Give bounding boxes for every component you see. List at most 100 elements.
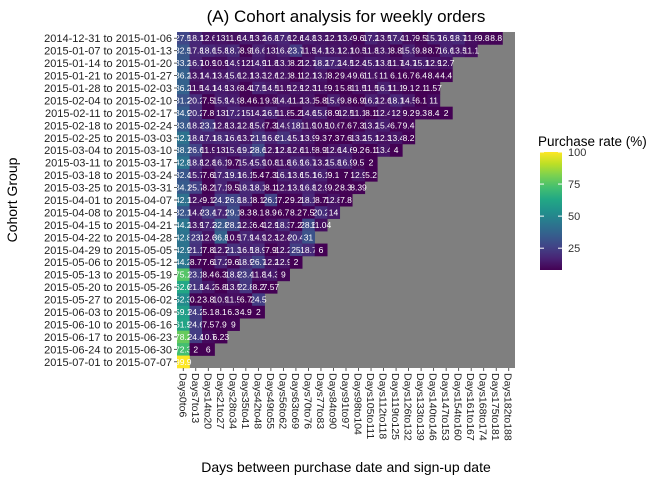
y-tick-label: 2015-06-03 to 2015-06-09 [44, 307, 172, 319]
cell-value-label: 42.7 [175, 133, 192, 143]
cell-value-label: 23.7 [288, 46, 305, 56]
heatmap-cell [377, 81, 391, 95]
heatmap-cell [327, 44, 341, 58]
y-tick-label: 2015-06-10 to 2015-06-16 [44, 319, 172, 331]
heatmap-cell [277, 94, 290, 107]
heatmap-cell [414, 32, 428, 45]
cell-value-label: 5.8 [215, 282, 227, 292]
heatmap-cell [239, 243, 253, 257]
heatmap-cell [377, 131, 391, 145]
heatmap-cell [177, 119, 190, 132]
heatmap-cell [314, 32, 328, 45]
cell-value-label: 17.8 [188, 46, 205, 56]
cell-value-label: 59.1 [175, 307, 192, 317]
cell-value-label: 13 [216, 145, 226, 155]
cell-value-label: 13.6 [225, 83, 242, 93]
cell-value-label: 11.5 [351, 83, 367, 93]
cell-value-label: 10.9 [213, 295, 230, 305]
cell-value-label: 72.3 [175, 344, 192, 354]
heatmap-cell [227, 206, 240, 219]
heatmap-cell [189, 44, 203, 58]
heatmap-cell [327, 94, 341, 107]
cell-value-label: 16.5 [238, 245, 255, 255]
heatmap-cell [302, 206, 316, 219]
cell-value-label: 26.6 [188, 145, 205, 155]
cell-value-label: 18.8 [225, 270, 242, 280]
heatmap-cell [277, 231, 290, 244]
heatmap-cell [177, 69, 190, 83]
cell-value-label: 10.5 [313, 120, 330, 130]
cell-value-label: 12.6 [200, 33, 217, 43]
y-tick-label: 2015-04-01 to 2015-04-07 [44, 195, 172, 207]
heatmap-cell [264, 193, 278, 207]
cell-value-label: 31 [304, 232, 314, 242]
heatmap-cell [314, 81, 328, 95]
cell-value-label: 13 [216, 33, 226, 43]
heatmap-cell [314, 94, 328, 107]
heatmap-cell [177, 168, 190, 182]
heatmap-cell [327, 81, 341, 95]
heatmap-cell [202, 69, 215, 83]
cell-value-label: 8.1 [252, 207, 264, 217]
heatmap-cell [439, 56, 453, 70]
heatmap-cell [214, 268, 228, 282]
heatmap-cell [227, 81, 240, 95]
cell-value-label: 11.5 [188, 83, 204, 93]
cell-value-label: 17.1 [200, 133, 217, 143]
cell-value-label: 16.6 [225, 133, 242, 143]
y-tick-label: 2015-03-11 to 2015-03-17 [45, 158, 172, 170]
cell-value-label: 6.1 [390, 71, 402, 81]
heatmap-cell [389, 44, 403, 58]
heatmap-cell [302, 231, 316, 244]
cell-value-label: 12.1 [338, 46, 355, 56]
cell-value-label: 9.3 [415, 108, 427, 118]
cell-value-label: 23.1 [200, 120, 217, 130]
x-axis-label: Days between purchase date and sign-up d… [201, 459, 491, 475]
heatmap-cell [252, 32, 265, 45]
cell-value-label: 9.2 [403, 108, 415, 118]
cell-value-label: 61.5 [175, 319, 192, 329]
cell-value-label: 7.2 [290, 220, 302, 230]
cell-value-label: 14.6 [338, 145, 355, 155]
cell-value-label: 8.4 [240, 83, 252, 93]
heatmap-cell [264, 268, 278, 282]
cell-value-label: 4.4 [440, 71, 452, 81]
cell-value-label: 14.9 [225, 95, 242, 105]
heatmap-cell [202, 343, 215, 356]
heatmap-cell [252, 193, 265, 207]
cell-value-label: 6.1 [365, 145, 377, 155]
heatmap-cell [314, 168, 328, 182]
cell-value-label: 13.1 [275, 58, 292, 68]
heatmap-cell [277, 69, 290, 83]
cell-value-label: 15.9 [400, 46, 417, 56]
heatmap-cell [402, 81, 416, 95]
cell-value-label: 10.5 [225, 232, 242, 242]
heatmap-cell [277, 268, 290, 282]
x-tick-label: Days147to153 [439, 373, 451, 441]
heatmap-cell [264, 131, 278, 145]
heatmap-cell [264, 256, 278, 269]
cell-value-label: 18.1 [250, 183, 267, 193]
heatmap-cell [189, 318, 203, 331]
cell-value-label: 11 [379, 71, 388, 81]
cell-value-label: 14.8 [300, 33, 317, 43]
x-tick-label: Days133to139 [414, 373, 426, 441]
cell-value-label: 8.3 [240, 207, 252, 217]
cell-value-label: 8.4 [202, 270, 214, 280]
cell-value-label: 6.9 [353, 95, 365, 105]
heatmap-cell [364, 156, 378, 170]
heatmap-cell [214, 330, 228, 344]
heatmap-cell [314, 156, 328, 170]
heatmap-cell [414, 56, 428, 70]
cell-value-label: 14 [329, 207, 339, 217]
heatmap-cell [177, 181, 190, 195]
heatmap-cell [389, 94, 403, 107]
cell-value-label: 11.5 [225, 295, 241, 305]
heatmap-cell [214, 131, 228, 145]
x-tick-label: Days140to146 [427, 373, 439, 441]
heatmap-cell [289, 243, 303, 257]
cell-value-label: 17.9 [238, 232, 255, 242]
heatmap-cell [239, 280, 253, 294]
cell-value-label: 27.5 [175, 33, 192, 43]
